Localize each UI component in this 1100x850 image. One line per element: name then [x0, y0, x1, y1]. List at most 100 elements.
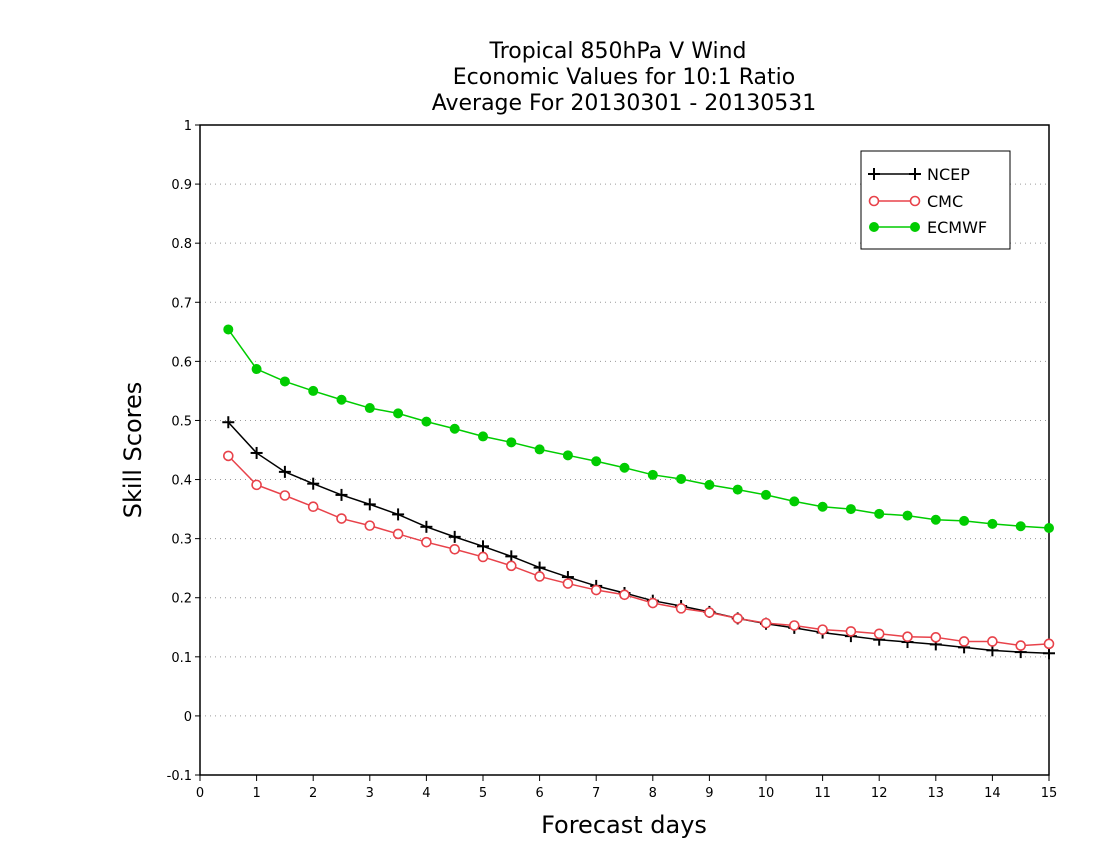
data-point-ecmwf	[845, 504, 856, 515]
legend-box	[860, 150, 1011, 250]
data-point-cmc	[675, 603, 687, 614]
data-point-cmc	[477, 551, 489, 563]
y-axis-label: Skill Scores	[119, 382, 147, 519]
data-point-ecmwf	[336, 394, 347, 405]
series-cmc	[223, 450, 1055, 651]
data-point-ecmwf	[393, 408, 404, 419]
data-point-ncep	[278, 465, 291, 478]
data-point-cmc	[845, 626, 857, 637]
data-point-cmc	[251, 479, 262, 491]
data-point-cmc	[449, 543, 461, 555]
y-tick-label: -0.1	[167, 769, 192, 784]
data-point-ecmwf	[364, 403, 375, 414]
x-tick-label: 4	[422, 786, 430, 801]
data-point-ncep	[307, 477, 320, 490]
data-point-ecmwf	[732, 484, 743, 495]
data-point-ncep	[477, 540, 489, 553]
data-point-ecmwf	[874, 508, 885, 519]
data-point-cmc	[505, 560, 517, 572]
data-point-ecmwf	[1015, 521, 1026, 532]
y-tick-label: 0.7	[171, 296, 192, 311]
data-point-ecmwf	[449, 423, 460, 434]
legend-item-cmc: CMC	[868, 192, 963, 211]
data-point-cmc	[732, 613, 744, 624]
x-tick-label: 10	[758, 786, 775, 801]
legend-marker-ncep	[868, 168, 880, 180]
data-point-ecmwf	[279, 376, 290, 387]
x-tick-label: 7	[592, 786, 600, 801]
x-tick-label: 2	[309, 786, 317, 801]
data-point-ncep	[448, 530, 461, 543]
chart-title: Tropical 850hPa V Wind Economic Values f…	[432, 39, 817, 116]
data-point-ecmwf	[1044, 523, 1054, 533]
data-point-cmc	[987, 636, 998, 647]
legend-marker-cmc	[868, 195, 880, 207]
x-tick-label: 12	[871, 786, 888, 801]
data-point-ecmwf	[817, 501, 828, 512]
y-tick-label: 0.8	[171, 237, 192, 252]
y-tick-label: 0.4	[171, 474, 192, 489]
data-point-ecmwf	[591, 456, 602, 467]
legend-label-ncep: NCEP	[927, 165, 970, 184]
series-ecmwf	[223, 324, 1054, 533]
data-point-ecmwf	[478, 431, 488, 442]
data-point-ecmwf	[676, 473, 687, 484]
y-tick-label: 0.3	[171, 533, 192, 548]
data-point-ecmwf	[619, 462, 630, 473]
data-point-cmc	[958, 636, 970, 647]
series-layer	[222, 324, 1055, 660]
data-point-cmc	[392, 528, 404, 540]
legend-marker-ecmwf	[869, 222, 879, 232]
data-point-cmc	[930, 632, 942, 643]
data-point-cmc	[223, 450, 234, 462]
data-point-cmc	[788, 620, 800, 631]
data-point-ecmwf	[251, 364, 262, 375]
data-point-cmc	[873, 628, 885, 640]
data-point-cmc	[647, 597, 659, 609]
legend-label-ecmwf: ECMWF	[927, 218, 987, 237]
data-point-ncep	[1043, 647, 1055, 660]
data-point-cmc	[590, 584, 602, 596]
data-point-cmc	[421, 536, 432, 548]
data-point-cmc	[619, 589, 630, 601]
data-point-cmc	[336, 513, 347, 524]
x-tick-label: 1	[252, 786, 260, 801]
chart-title-line-2: Economic Values for 10:1 Ratio	[453, 65, 795, 90]
data-point-ncep	[222, 416, 235, 429]
x-axis-label: Forecast days	[541, 811, 707, 839]
x-tick-label: 3	[366, 786, 374, 801]
y-tick-label: 0.5	[171, 414, 192, 429]
legend-item-ncep: NCEP	[868, 165, 970, 184]
legend: NCEP CMC ECMWF	[860, 150, 1011, 250]
data-point-cmc	[364, 520, 376, 531]
x-tick-label: 0	[196, 786, 204, 801]
y-tick-label: 0	[184, 710, 192, 725]
x-tick-label: 15	[1041, 786, 1058, 801]
data-point-ecmwf	[959, 515, 970, 526]
data-point-ecmwf	[930, 514, 941, 525]
data-point-ecmwf	[506, 437, 517, 448]
data-point-ncep	[420, 520, 433, 533]
chart-title-line-1: Tropical 850hPa V Wind	[488, 39, 746, 64]
data-point-ncep	[363, 498, 376, 511]
data-point-cmc	[902, 631, 913, 643]
data-point-cmc	[704, 607, 715, 618]
data-point-ncep	[505, 550, 518, 563]
y-tick-label: 1	[184, 119, 192, 134]
chart-title-line-3: Average For 20130301 - 20130531	[432, 91, 817, 116]
data-point-ecmwf	[902, 510, 913, 521]
legend-item-ecmwf: ECMWF	[869, 218, 987, 237]
data-point-ecmwf	[761, 489, 771, 500]
y-tick-label: 0.9	[171, 178, 192, 193]
legend-label-cmc: CMC	[927, 192, 963, 211]
axes: -0.100.10.20.30.40.50.60.70.80.910 1 2 3 4 5 6…	[167, 119, 1058, 801]
data-point-ecmwf	[987, 518, 998, 529]
x-tick-label: 9	[705, 786, 713, 801]
data-point-ecmwf	[647, 469, 658, 480]
data-point-ecmwf	[704, 479, 715, 490]
data-point-ecmwf	[308, 385, 319, 396]
data-point-cmc	[760, 617, 772, 629]
y-tick-label: 0.6	[171, 355, 192, 370]
plot-frame	[199, 124, 1050, 776]
